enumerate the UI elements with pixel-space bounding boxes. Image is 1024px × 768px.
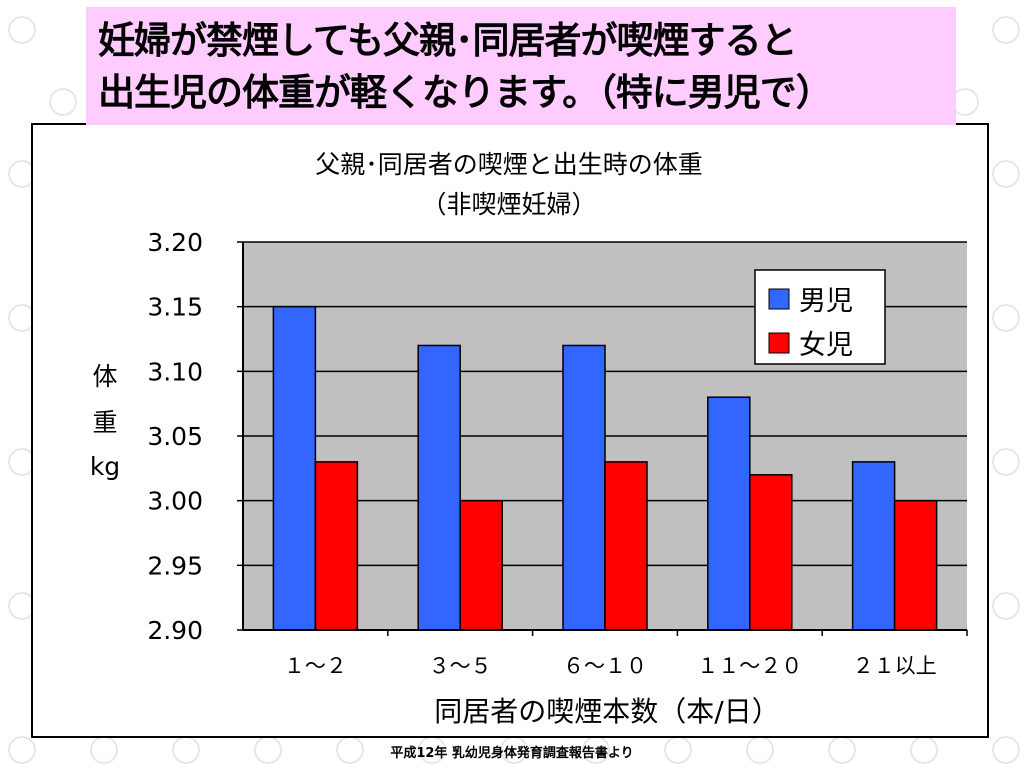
bar-male bbox=[272, 305, 317, 631]
headline-banner: 妊婦が禁煙しても父親･同居者が喫煙すると 出生児の体重が軽くなります。（特に男児… bbox=[86, 7, 956, 125]
bg-pattern-mark bbox=[992, 736, 1020, 764]
legend-label-female: 女児 bbox=[799, 330, 853, 361]
bar-female bbox=[459, 499, 503, 631]
chart-frame: 父親･同居者の喫煙と出生時の体重 （非喫煙妊婦） 2.90 2.95 3.00 3.05 3… bbox=[31, 123, 989, 738]
x-tick-label: ２１以上 bbox=[853, 654, 937, 678]
bar-male bbox=[417, 344, 461, 631]
chart-title: 父親･同居者の喫煙と出生時の体重 bbox=[315, 150, 703, 179]
source-footnote: 平成12年 乳幼児身体発育調査報告書より bbox=[390, 746, 634, 761]
bg-pattern-mark bbox=[49, 88, 77, 116]
y-axis-label: kg bbox=[90, 452, 120, 481]
bar-female bbox=[893, 499, 938, 631]
bar-female bbox=[604, 461, 648, 631]
bar-male bbox=[851, 461, 896, 631]
bg-pattern-mark bbox=[992, 592, 1020, 620]
bg-pattern-mark bbox=[992, 448, 1020, 476]
bar-female bbox=[314, 461, 359, 631]
x-tick-label: ６～１０ bbox=[563, 654, 647, 678]
bar-female bbox=[749, 474, 793, 631]
bg-pattern-mark bbox=[992, 304, 1020, 332]
bar-male bbox=[707, 396, 751, 631]
headline-line-1: 妊婦が禁煙しても父親･同居者が喫煙すると bbox=[98, 19, 798, 62]
y-tick-label: 3.00 bbox=[147, 487, 203, 516]
headline-line-2: 出生児の体重が軽くなります。（特に男児で） bbox=[98, 71, 833, 114]
x-tick-label: １～２ bbox=[284, 654, 347, 678]
legend-swatch-male bbox=[768, 288, 790, 310]
bg-pattern-mark bbox=[992, 160, 1020, 188]
x-tick-label: ３～５ bbox=[429, 654, 492, 678]
bar-chart: 父親･同居者の喫煙と出生時の体重 （非喫煙妊婦） 2.90 2.95 3.00 3.05 3… bbox=[90, 150, 968, 728]
legend-swatch-female bbox=[768, 332, 790, 354]
y-tick-label: 3.15 bbox=[147, 293, 203, 322]
bg-pattern-mark bbox=[8, 736, 36, 764]
bar-male bbox=[562, 344, 606, 631]
y-tick-label: 3.10 bbox=[147, 357, 203, 386]
y-tick-label: 2.95 bbox=[147, 551, 203, 580]
x-axis-label: 同居者の喫煙本数（本/日） bbox=[434, 695, 779, 728]
bg-pattern-mark bbox=[992, 16, 1020, 44]
y-tick-label: 3.05 bbox=[147, 422, 203, 451]
chart-subtitle: （非喫煙妊婦） bbox=[421, 190, 596, 219]
x-tick-label: １１～２０ bbox=[697, 654, 802, 678]
y-axis-label: 体 bbox=[92, 362, 117, 391]
y-axis-label: 重 bbox=[92, 408, 117, 437]
bg-pattern-mark bbox=[8, 16, 36, 44]
legend-label-male: 男児 bbox=[799, 286, 853, 317]
y-tick-label: 2.90 bbox=[147, 616, 203, 645]
y-tick-label: 3.20 bbox=[147, 228, 203, 257]
